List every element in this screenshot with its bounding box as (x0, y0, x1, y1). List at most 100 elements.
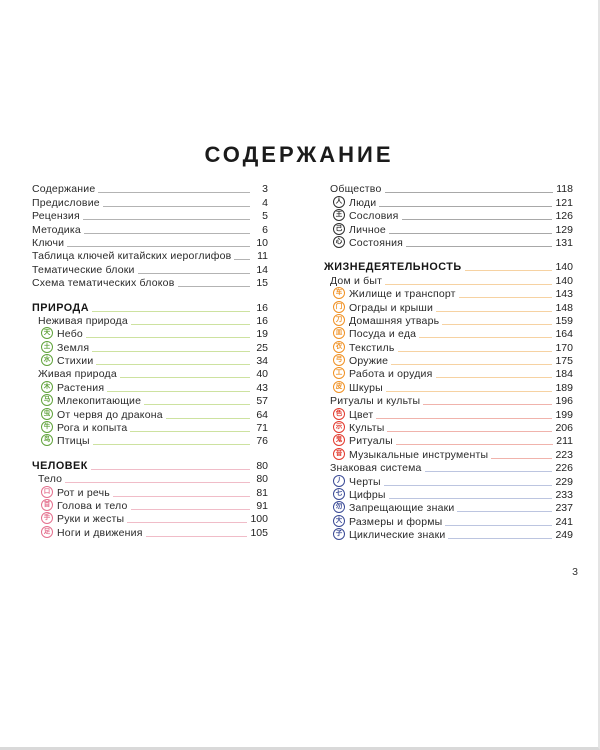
toc-entry-page: 143 (555, 288, 573, 301)
leader-line (419, 337, 553, 339)
leader-line (401, 219, 553, 221)
toc-entry: Таблица ключей китайских иероглифов 11 (32, 249, 268, 262)
toc-entry-label: Млекопитающие (57, 395, 142, 408)
toc-entry-page: 100 (250, 513, 268, 526)
toc-entry: Живая природа 40 (32, 367, 268, 380)
leader-line (395, 444, 554, 446)
toc-entry-label: Работа и орудия (349, 368, 433, 381)
leader-line (130, 431, 250, 433)
toc-group-znakovaya-sistema: Знаковая система 226 丿 Черты 229 七 Цифры 233 勿 За… (324, 461, 573, 541)
leader-line (67, 245, 250, 247)
toc-entry-label: Текстиль (349, 341, 395, 354)
toc-entry: Дом и быт 140 (324, 273, 573, 287)
toc-entry: ПРИРОДА 16 (32, 300, 268, 314)
toc-entry-page: 40 (256, 368, 268, 381)
toc-entry: 示 Культы 206 (324, 421, 573, 434)
leader-line (130, 508, 250, 510)
toc-entry-label: Знаковая система (330, 462, 422, 475)
toc-entry: 色 Цвет 199 (324, 407, 573, 421)
leader-line (144, 404, 250, 406)
toc-entry-label: Сословия (349, 210, 399, 223)
toc-entry-page: 16 (256, 301, 268, 314)
toc-entry-label: Оружие (349, 355, 389, 368)
leader-line (391, 364, 553, 366)
toc-entry: ЖИЗНЕДЕЯТЕЛЬНОСТЬ 140 (324, 260, 573, 273)
toc-entry: 首 Голова и тело 91 (32, 498, 268, 512)
toc-entry-label: Ограды и крыши (349, 301, 434, 314)
hanzi-icon: 门 (333, 300, 345, 313)
leader-line (379, 205, 553, 207)
leader-line (448, 538, 553, 540)
toc-entry-label: Ноги и движения (57, 526, 143, 539)
toc-entry-page: 199 (555, 408, 573, 421)
toc-entry-label: Циклические знаки (349, 529, 446, 542)
toc-entry: 皿 Посуда и еда 164 (324, 327, 573, 340)
toc-entry-label: Схема тематических блоков (32, 277, 175, 290)
hanzi-icon: 手 (41, 512, 53, 525)
toc-entry: 己 Личное 129 (324, 222, 573, 236)
toc-entry-page: 105 (250, 526, 268, 539)
toc-entry: 手 Руки и жесты 100 (32, 512, 268, 525)
toc-entry-page: 34 (256, 355, 268, 368)
toc-entry-label: Растения (57, 381, 105, 394)
toc-entry: 衣 Текстиль 170 (324, 340, 573, 354)
toc-entry-page: 14 (256, 263, 268, 276)
toc-entry-label: ПРИРОДА (32, 301, 90, 314)
toc-entry-page: 3 (262, 183, 268, 196)
toc-entry-page: 249 (555, 529, 573, 542)
toc-entry-page: 229 (555, 475, 573, 488)
hanzi-icon: 首 (41, 498, 53, 511)
toc-entry: 大 Размеры и формы 241 (324, 514, 573, 528)
toc-entry-page: 118 (556, 183, 573, 196)
hanzi-icon: 弓 (333, 354, 345, 367)
toc-column-right: Общество 118 人 Люди 121 王 Сословия 126 己 Личное 12… (324, 182, 573, 541)
toc-columns: Содержание 3 Предисловие 4 Рецензия 5 Методика… (0, 168, 598, 541)
toc-entry: 口 Рот и речь 81 (32, 485, 268, 499)
toc-entry-page: 25 (256, 341, 268, 354)
toc-entry-label: Посуда и еда (349, 328, 417, 341)
toc-entry: Ритуалы и культы 196 (324, 394, 573, 407)
hanzi-icon: 天 (41, 327, 53, 340)
toc-entry: 车 Жилище и транспорт 143 (324, 287, 573, 300)
toc-entry: 土 Земля 25 (32, 340, 268, 354)
toc-entry-label: Личное (349, 223, 386, 236)
leader-line (234, 259, 250, 261)
hanzi-icon: 音 (333, 447, 345, 460)
toc-entry-page: 10 (256, 236, 268, 249)
hanzi-icon: 虫 (41, 407, 53, 420)
toc-entry: Знаковая система 226 (324, 461, 573, 474)
leader-line (383, 484, 553, 486)
toc-entry-page: 80 (256, 473, 268, 486)
hanzi-icon: 示 (333, 421, 345, 434)
toc-entry-page: 71 (256, 422, 268, 435)
toc-entry-page: 206 (555, 422, 573, 435)
toc-entry-label: Музыкальные инструменты (349, 448, 489, 461)
leader-line (107, 390, 250, 392)
toc-entry: Содержание 3 (32, 182, 268, 195)
hanzi-icon: 土 (41, 340, 53, 353)
toc-entry-label: Рога и копыта (57, 422, 128, 435)
hanzi-icon: 王 (333, 209, 345, 222)
hanzi-icon: 牛 (41, 421, 53, 434)
hanzi-icon: 皿 (333, 327, 345, 340)
toc-entry-label: Содержание (32, 183, 96, 196)
toc-entry-label: Домашняя утварь (349, 314, 440, 327)
leader-line (491, 457, 553, 459)
toc-entry-page: 126 (555, 210, 573, 223)
leader-line (112, 495, 250, 497)
leader-line (92, 444, 250, 446)
toc-entry-label: ЖИЗНЕДЕЯТЕЛЬНОСТЬ (324, 261, 462, 274)
leader-line (457, 511, 553, 513)
toc-entry-page: 129 (555, 223, 573, 236)
hanzi-icon: 木 (41, 380, 53, 393)
page-folio: 3 (572, 566, 578, 578)
toc-entry: Методика 6 (32, 222, 268, 236)
toc-entry: Предисловие 4 (32, 195, 268, 209)
toc-entry-page: 189 (555, 381, 573, 394)
toc-column-left: Содержание 3 Предисловие 4 Рецензия 5 Методика… (32, 182, 268, 541)
toc-entry-label: Методика (32, 223, 81, 236)
toc-entry: 门 Ограды и крыши 148 (324, 300, 573, 314)
toc-entry-page: 233 (555, 488, 573, 501)
toc-entry-page: 76 (256, 435, 268, 448)
